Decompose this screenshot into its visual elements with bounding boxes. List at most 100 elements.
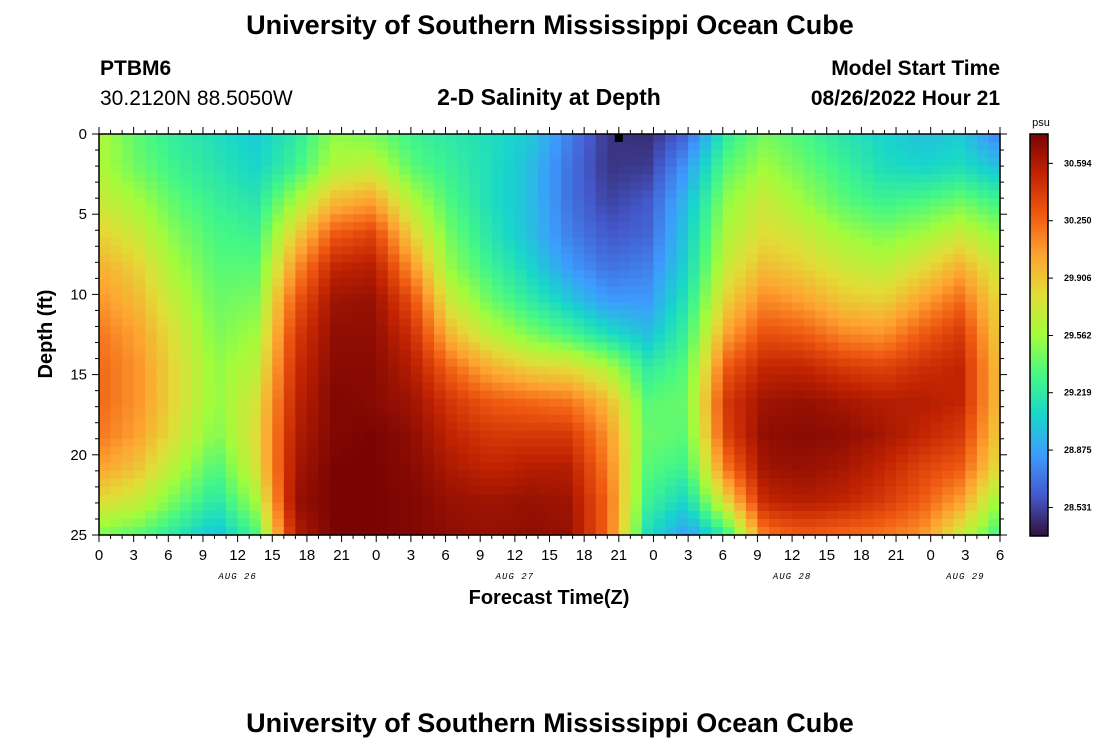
heatmap-cell [133,166,146,175]
heatmap-cell [595,454,608,464]
heatmap-cell [145,182,158,191]
heatmap-cell [237,486,250,496]
heatmap-cell [249,286,262,295]
heatmap-cell [422,150,435,159]
heatmap-cell [561,190,574,199]
heatmap-cell [249,238,262,247]
heatmap-cell [595,390,608,400]
heatmap-cell [792,302,805,312]
heatmap-cell [849,438,862,448]
heatmap-cell [826,494,839,504]
heatmap-cell [295,326,308,336]
heatmap-cell [653,134,666,143]
heatmap-cell [572,390,585,400]
heatmap-cell [988,278,1001,287]
heatmap-cell [526,414,539,424]
heatmap-cell [699,254,712,263]
heatmap-cell [422,518,435,528]
heatmap-cell [168,318,181,328]
heatmap-cell [549,342,562,352]
heatmap-cell [295,134,308,143]
heatmap-cell [722,150,735,159]
heatmap-cell [919,518,932,528]
heatmap-cell [122,142,135,151]
colorbar-ticks: 30.59430.25029.90629.56229.21928.87528.5… [1048,158,1092,512]
heatmap-cell [826,286,839,295]
heatmap-cell [688,430,701,440]
heatmap-cell [572,526,585,536]
heatmap-cell [907,214,920,223]
heatmap-cell [953,142,966,151]
heatmap-cell [699,246,712,255]
heatmap-cell [699,366,712,376]
heatmap-cell [884,462,897,472]
heatmap-cell [665,150,678,159]
heatmap-cell [468,374,481,384]
salinity-heatmap-chart: 0 3 6 9 12 15 18 21 0 3 6 9 12 15 18 21 0 3 6 9 12 15 18 21 0 3 6A… [35,117,1092,609]
heatmap-cell [364,342,377,352]
heatmap-cell [838,318,851,328]
heatmap-cell [595,342,608,352]
heatmap-cell [618,334,631,344]
heatmap-cell [942,294,955,304]
heatmap-cell [861,374,874,384]
heatmap-cell [295,350,308,360]
heatmap-cell [272,454,285,464]
heatmap-cell [838,518,851,528]
heatmap-cell [757,318,770,328]
heatmap-cell [318,502,331,512]
heatmap-cell [676,470,689,480]
x-tick-label: 3 [407,547,415,564]
heatmap-cell [330,190,343,199]
heatmap-cell [237,254,250,263]
heatmap-cell [953,398,966,408]
heatmap-cell [537,222,551,231]
heatmap-cell [595,414,608,424]
heatmap-cell [468,502,481,512]
heatmap-cell [699,294,712,304]
heatmap-cell [445,518,458,528]
heatmap-cell [99,166,112,175]
heatmap-cell [468,166,481,175]
heatmap-cell [930,350,943,360]
heatmap-cell [364,174,377,183]
heatmap-cell [226,430,239,440]
heatmap-cell [214,318,227,328]
heatmap-cell [815,222,828,231]
heatmap-cell [618,374,631,384]
heatmap-cell [133,150,146,159]
heatmap-cell [445,142,458,151]
heatmap-cell [260,294,273,304]
heatmap-cell [237,494,250,504]
heatmap-cell [618,262,631,271]
heatmap-cell [665,430,678,440]
heatmap-cell [699,182,712,191]
heatmap-cell [699,150,712,159]
heatmap-cell [341,358,354,368]
heatmap-cell [202,182,216,191]
heatmap-cell [503,486,516,496]
heatmap-cell [618,166,631,175]
heatmap-cell [272,526,285,536]
heatmap-cell [260,166,273,175]
heatmap-cell [549,502,562,512]
heatmap-cell [491,382,504,392]
heatmap-cell [688,246,701,255]
heatmap-cell [838,246,851,255]
heatmap-cell [711,374,724,384]
heatmap-cell [584,430,597,440]
heatmap-cell [480,334,493,344]
heatmap-cell [202,486,216,496]
heatmap-cell [584,214,597,223]
heatmap-cell [584,454,597,464]
heatmap-cell [653,374,666,384]
heatmap-cell [202,310,216,320]
heatmap-cell [734,478,747,488]
heatmap-cell [537,470,551,480]
heatmap-cell [156,174,169,183]
heatmap-cell [780,182,793,191]
heatmap-cell [884,262,897,271]
heatmap-cell [179,510,193,520]
heatmap-cell [283,214,296,223]
heatmap-cell [653,342,666,352]
